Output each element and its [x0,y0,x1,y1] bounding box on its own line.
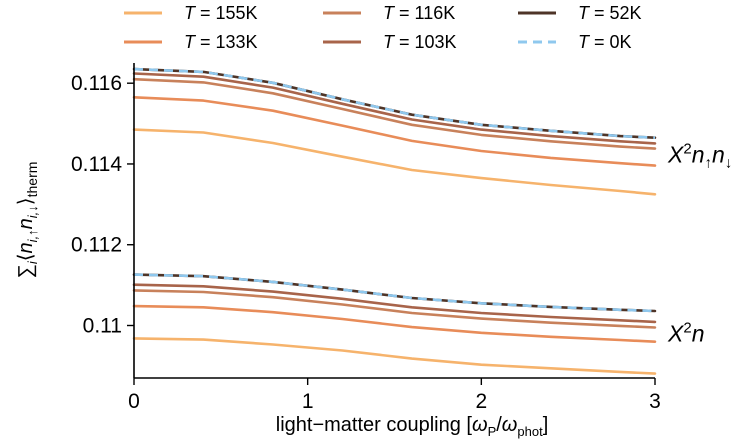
x-axis-label: light−matter coupling [ωP/ωphot] [276,414,549,439]
series-line-6-lower [133,273,656,313]
x-tick-label: 3 [649,390,661,413]
series-line-4-lower [132,283,657,324]
legend-label-6: T = 0K [578,32,632,52]
annotation-upper: X2n↑n↓ [667,141,732,172]
series-line-1-upper [132,128,657,196]
x-tick-label: 0 [128,390,140,413]
legend-label-1: T = 155K [184,3,258,23]
series-line-6-upper [133,67,656,139]
series-line-2-lower [132,304,657,344]
legend: T = 155K T = 133K T = 116K T = 103K T = 52K T… [124,3,642,52]
series-line-2-upper [132,96,657,167]
ticks: 0 1 2 3 0.11 0.112 0.114 0.116 [71,72,661,413]
series-line-1-lower [132,337,657,375]
series-layer [132,67,657,375]
annotation-lower: X2n [667,320,704,347]
legend-label-5: T = 52K [578,3,642,23]
y-axis-label: ∑i⟨ni,↑ni,↓⟩therm [15,162,40,279]
annotations: X2n↑n↓ X2n [667,141,732,347]
legend-label-3: T = 116K [383,3,455,23]
series-line-4-upper [132,72,657,145]
y-tick-label: 0.112 [71,234,122,257]
series-line-3-upper [132,77,657,150]
y-tick-label: 0.11 [83,315,122,338]
legend-label-4: T = 103K [383,32,457,52]
series-line-5-upper [132,67,657,139]
y-tick-label: 0.114 [71,153,122,176]
x-tick-label: 2 [475,390,487,413]
y-tick-label: 0.116 [71,72,122,95]
x-tick-label: 1 [302,390,314,413]
series-line-3-lower [132,289,657,329]
legend-label-2: T = 133K [184,32,258,52]
